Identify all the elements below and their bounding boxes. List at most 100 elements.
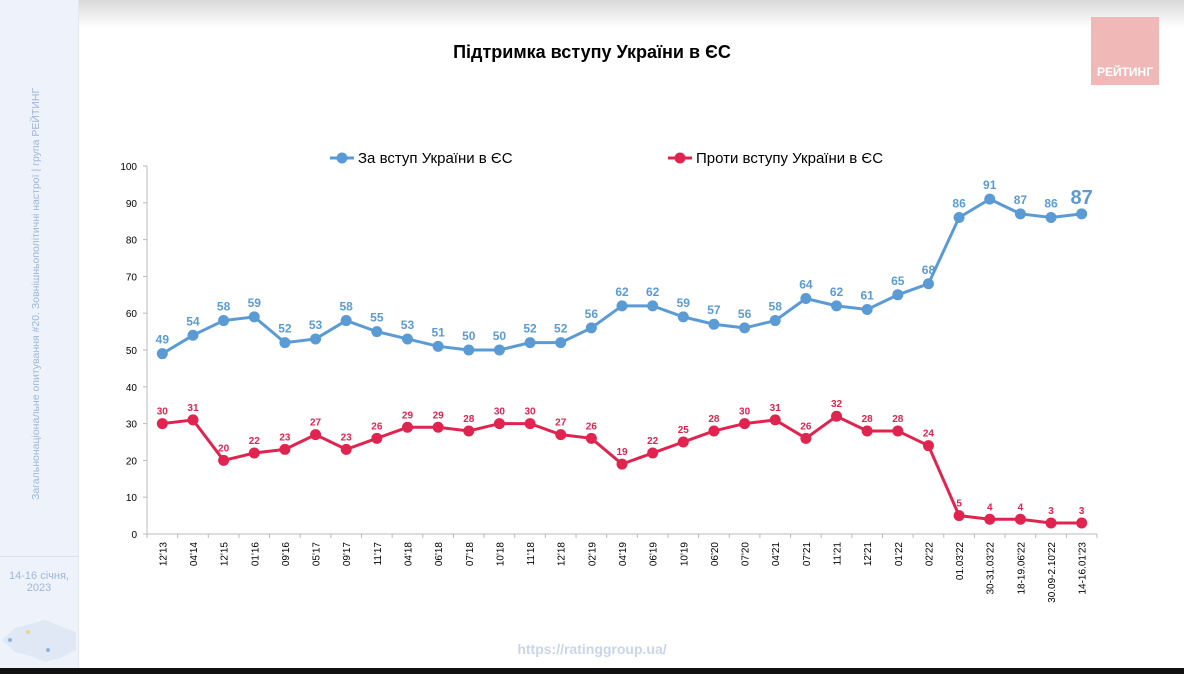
sidebar: Загальнонаціональне опитування #20. Зовн… [0, 0, 79, 668]
data-label: 62 [830, 285, 844, 299]
data-label: 49 [156, 333, 170, 347]
data-point [831, 410, 843, 422]
data-label: 20 [218, 443, 230, 454]
data-label: 3 [1079, 506, 1085, 517]
data-label: 58 [340, 300, 354, 314]
data-point [432, 340, 444, 352]
data-label: 86 [1044, 197, 1058, 211]
data-label: 4 [1018, 502, 1024, 513]
data-point [493, 344, 505, 356]
data-label: 28 [463, 414, 475, 425]
data-label: 87 [1071, 187, 1093, 209]
legend-label: Проти вступу України в ЄС [696, 150, 883, 167]
data-point [310, 333, 322, 345]
data-point [831, 300, 843, 312]
x-tick-label: 04'19 [618, 542, 629, 567]
data-point [647, 447, 659, 459]
data-point [493, 418, 505, 430]
x-tick-label: 04'14 [189, 542, 200, 567]
data-label: 31 [187, 403, 199, 414]
data-label: 4 [987, 502, 993, 513]
x-tick-label: 12'15 [220, 542, 231, 567]
data-label: 26 [800, 421, 812, 432]
data-point [708, 425, 720, 437]
x-tick-label: 09'16 [281, 542, 292, 567]
data-point [279, 443, 291, 455]
sidebar-divider [0, 556, 78, 557]
y-tick-label: 50 [126, 346, 138, 357]
data-label: 51 [431, 325, 445, 339]
data-label: 30 [525, 407, 537, 418]
x-tick-label: 10'18 [495, 542, 506, 567]
data-point [616, 300, 628, 312]
data-label: 26 [586, 421, 598, 432]
data-label: 22 [647, 436, 659, 447]
data-point [156, 348, 168, 360]
data-point [248, 447, 260, 459]
data-label: 23 [341, 432, 353, 443]
data-label: 56 [738, 307, 752, 321]
data-point [187, 329, 199, 341]
y-tick-label: 100 [120, 162, 137, 173]
data-label: 64 [799, 277, 813, 291]
data-point [1045, 212, 1057, 224]
x-tick-label: 01'22 [894, 542, 905, 567]
y-tick-label: 40 [126, 383, 138, 394]
data-point [524, 418, 536, 430]
data-point [953, 510, 965, 522]
data-point [432, 421, 444, 433]
data-point [647, 300, 659, 312]
data-label: 55 [370, 311, 384, 325]
data-label: 58 [769, 300, 783, 314]
y-tick-label: 20 [126, 456, 138, 467]
data-point [371, 326, 383, 338]
data-label: 50 [493, 329, 507, 343]
series-line-for [161, 197, 1082, 355]
data-point [739, 418, 751, 430]
data-point [187, 414, 199, 426]
data-label: 58 [217, 300, 231, 314]
data-label: 28 [892, 414, 904, 425]
x-tick-label: 11'18 [526, 542, 537, 566]
data-label: 30 [157, 407, 169, 418]
x-tick-label: 01.03'22 [955, 542, 966, 580]
data-point [769, 315, 781, 327]
data-point [1014, 513, 1026, 525]
x-tick-label: 06'20 [710, 542, 721, 567]
data-label: 53 [401, 318, 415, 332]
data-label: 26 [371, 421, 383, 432]
y-tick-label: 90 [126, 199, 138, 210]
data-point [463, 344, 475, 356]
rating-logo: РЕЙТИНГ [1091, 17, 1159, 85]
data-label: 68 [922, 263, 936, 277]
data-label: 86 [952, 197, 966, 211]
data-label: 3 [1048, 506, 1054, 517]
data-label: 62 [615, 285, 629, 299]
data-point [922, 278, 934, 290]
top-bar [0, 0, 1184, 28]
data-point [953, 212, 965, 224]
data-point [310, 429, 322, 441]
data-label: 25 [678, 425, 690, 436]
logo-text: РЕЙТИНГ [1096, 65, 1154, 79]
data-point [524, 337, 536, 349]
data-point [1076, 517, 1088, 529]
data-label: 28 [708, 414, 720, 425]
y-tick-label: 10 [126, 493, 138, 504]
data-label: 19 [616, 447, 628, 458]
x-tick-label: 11'17 [373, 542, 384, 566]
data-point [708, 318, 720, 330]
footer-url[interactable]: https://ratinggroup.ua/ [517, 641, 667, 657]
bottom-bar [0, 668, 1184, 674]
x-tick-label: 14-16.01'23 [1078, 542, 1089, 595]
data-label: 28 [862, 414, 874, 425]
data-point [555, 429, 567, 441]
x-tick-label: 30.09-2.10'22 [1047, 542, 1058, 603]
data-point [156, 418, 168, 430]
data-label: 62 [646, 285, 660, 299]
x-tick-label: 12'13 [158, 542, 169, 567]
x-tick-label: 06'18 [434, 542, 445, 567]
x-tick-label: 07'18 [465, 542, 476, 567]
legend-marker [674, 152, 686, 164]
